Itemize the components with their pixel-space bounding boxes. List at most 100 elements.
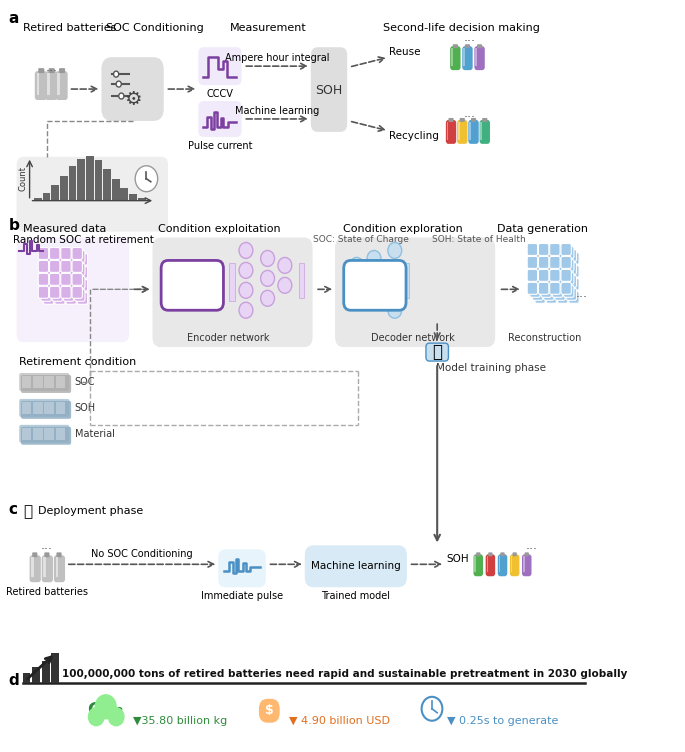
FancyBboxPatch shape <box>305 545 407 587</box>
Text: Encoder network: Encoder network <box>188 333 270 343</box>
FancyBboxPatch shape <box>66 279 76 291</box>
Bar <box>499 556 500 572</box>
Text: ...: ... <box>41 539 53 553</box>
FancyBboxPatch shape <box>541 285 551 297</box>
FancyBboxPatch shape <box>538 269 549 281</box>
FancyBboxPatch shape <box>77 279 88 291</box>
Text: Second-life decision making: Second-life decision making <box>383 23 540 33</box>
Circle shape <box>239 242 253 259</box>
FancyBboxPatch shape <box>101 57 164 121</box>
Bar <box>480 122 482 140</box>
FancyBboxPatch shape <box>561 269 571 281</box>
FancyBboxPatch shape <box>199 101 242 137</box>
FancyBboxPatch shape <box>66 266 76 278</box>
Text: 🌿: 🌿 <box>23 504 32 519</box>
FancyBboxPatch shape <box>38 68 45 73</box>
Bar <box>121 188 128 201</box>
Text: c: c <box>9 502 18 517</box>
FancyBboxPatch shape <box>566 262 577 274</box>
FancyBboxPatch shape <box>488 553 493 556</box>
FancyBboxPatch shape <box>72 287 82 299</box>
Text: ...: ... <box>575 287 588 300</box>
FancyBboxPatch shape <box>544 275 554 287</box>
Bar <box>45 428 54 440</box>
Bar <box>475 48 477 66</box>
Circle shape <box>367 290 381 306</box>
Text: Machine learning: Machine learning <box>311 561 401 572</box>
FancyBboxPatch shape <box>471 118 476 122</box>
FancyBboxPatch shape <box>61 287 71 299</box>
Text: Retirement condition: Retirement condition <box>19 357 136 367</box>
Bar <box>51 653 59 683</box>
Bar <box>299 263 304 299</box>
Bar <box>42 661 49 683</box>
Circle shape <box>350 257 364 274</box>
FancyBboxPatch shape <box>527 282 538 294</box>
FancyBboxPatch shape <box>549 269 560 281</box>
FancyBboxPatch shape <box>479 120 490 144</box>
Circle shape <box>350 277 364 293</box>
Circle shape <box>239 302 253 318</box>
FancyBboxPatch shape <box>446 120 456 144</box>
FancyBboxPatch shape <box>564 272 574 284</box>
Bar <box>463 48 465 66</box>
FancyBboxPatch shape <box>532 262 543 274</box>
Bar <box>33 376 42 388</box>
Text: SOH: SOH <box>75 403 96 413</box>
FancyBboxPatch shape <box>530 247 540 259</box>
Circle shape <box>388 302 401 318</box>
FancyBboxPatch shape <box>59 68 65 73</box>
FancyBboxPatch shape <box>35 71 47 100</box>
FancyBboxPatch shape <box>535 265 545 277</box>
FancyBboxPatch shape <box>49 68 55 73</box>
FancyBboxPatch shape <box>510 554 519 576</box>
Bar <box>60 176 68 201</box>
FancyBboxPatch shape <box>564 247 574 259</box>
Bar <box>68 165 76 201</box>
FancyBboxPatch shape <box>549 244 560 256</box>
FancyBboxPatch shape <box>75 250 85 262</box>
Bar <box>34 198 42 201</box>
FancyBboxPatch shape <box>527 256 538 268</box>
FancyBboxPatch shape <box>75 290 85 302</box>
FancyBboxPatch shape <box>555 262 565 274</box>
Bar <box>45 376 54 388</box>
FancyBboxPatch shape <box>549 282 560 294</box>
Text: CCCV: CCCV <box>207 89 234 99</box>
FancyBboxPatch shape <box>475 46 485 70</box>
FancyBboxPatch shape <box>55 293 65 305</box>
FancyBboxPatch shape <box>546 291 557 303</box>
FancyBboxPatch shape <box>532 250 543 262</box>
Bar <box>451 48 453 66</box>
FancyBboxPatch shape <box>538 256 549 268</box>
FancyBboxPatch shape <box>21 375 71 393</box>
FancyBboxPatch shape <box>555 288 565 300</box>
Bar <box>55 557 58 578</box>
FancyBboxPatch shape <box>38 274 49 285</box>
Text: Trained model: Trained model <box>321 591 390 601</box>
FancyBboxPatch shape <box>52 250 62 262</box>
Bar <box>33 402 42 414</box>
FancyBboxPatch shape <box>482 118 487 122</box>
Text: Cross
Attention: Cross Attention <box>164 274 220 296</box>
FancyBboxPatch shape <box>75 263 85 275</box>
Bar <box>33 428 42 440</box>
Circle shape <box>388 262 401 278</box>
Circle shape <box>88 708 104 726</box>
Bar <box>138 198 145 201</box>
FancyBboxPatch shape <box>544 262 554 274</box>
Bar <box>55 428 65 440</box>
FancyBboxPatch shape <box>549 256 560 268</box>
FancyBboxPatch shape <box>55 71 68 100</box>
Text: Reconstruction: Reconstruction <box>508 333 581 343</box>
FancyBboxPatch shape <box>77 253 88 265</box>
Bar <box>523 556 525 572</box>
FancyBboxPatch shape <box>535 278 545 290</box>
Bar <box>23 673 30 683</box>
Circle shape <box>261 250 275 266</box>
FancyBboxPatch shape <box>457 120 467 144</box>
Text: ▼ 4.90 billion USD: ▼ 4.90 billion USD <box>289 716 390 726</box>
FancyBboxPatch shape <box>566 275 577 287</box>
Bar <box>36 73 39 95</box>
Bar <box>32 667 40 683</box>
